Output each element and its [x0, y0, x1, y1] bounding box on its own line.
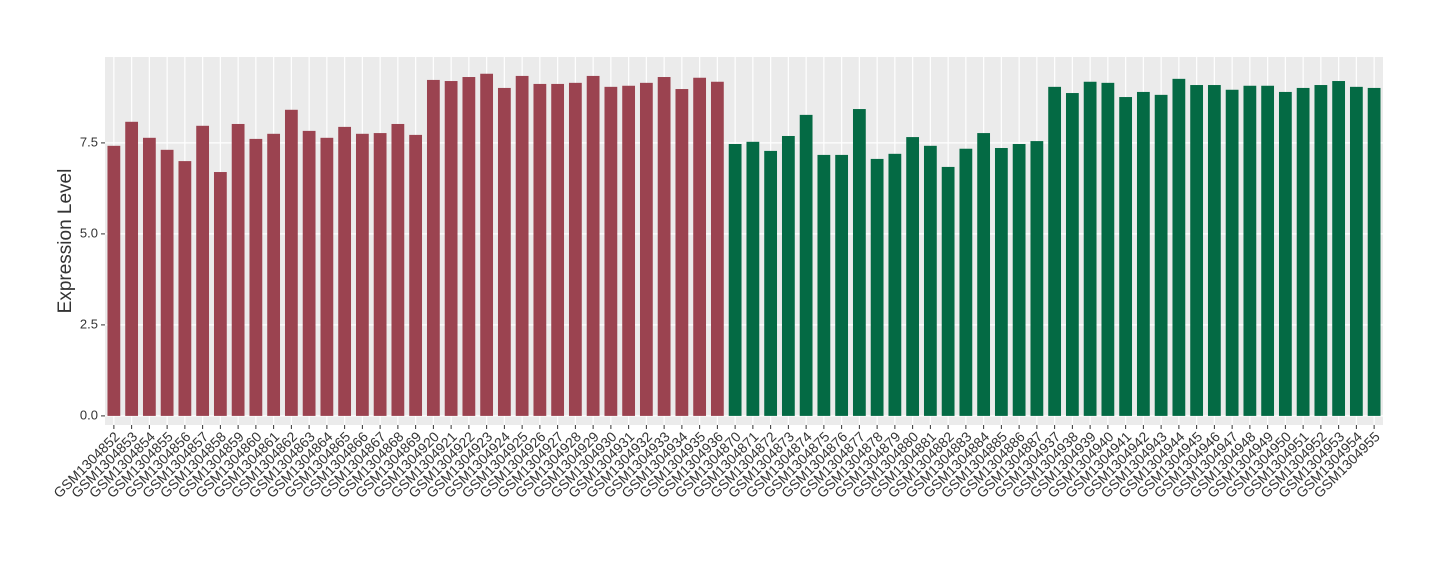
y-axis-label: Expression Level: [55, 169, 76, 314]
panel: [105, 57, 1383, 425]
bar: [373, 133, 387, 416]
bar: [409, 134, 423, 416]
bar: [125, 121, 139, 416]
y-tick-label: 5.0: [80, 225, 98, 240]
bar: [941, 166, 955, 416]
bar: [497, 87, 511, 416]
bar: [533, 83, 547, 416]
bar: [977, 133, 991, 416]
bar: [391, 123, 405, 416]
bar: [1048, 86, 1062, 416]
bar: [302, 130, 316, 416]
bar: [444, 81, 458, 416]
bar: [852, 109, 866, 416]
bar: [799, 114, 813, 416]
bar: [639, 82, 653, 416]
bar: [338, 126, 352, 416]
bar: [426, 79, 440, 416]
bar: [746, 141, 760, 416]
bar: [764, 150, 778, 416]
bar: [231, 123, 245, 416]
bar: [196, 125, 210, 416]
bar: [959, 148, 973, 416]
bar: [1083, 81, 1097, 416]
bar: [1349, 86, 1363, 416]
bar: [1296, 87, 1310, 416]
bar: [320, 137, 334, 416]
bar: [355, 133, 369, 416]
bar: [728, 143, 742, 416]
bar: [1225, 89, 1239, 416]
bar: [693, 77, 707, 416]
bar: [1261, 85, 1275, 416]
bar: [1119, 97, 1133, 416]
y-tick-label: 0.0: [80, 407, 98, 422]
bar: [1101, 82, 1115, 416]
bar: [586, 75, 600, 416]
bar: [835, 154, 849, 416]
bar: [870, 158, 884, 416]
bar: [1367, 87, 1381, 416]
bar: [142, 137, 156, 416]
bar: [888, 153, 902, 416]
bar: [1278, 91, 1292, 416]
bar: [107, 145, 121, 416]
bar: [923, 145, 937, 416]
bar: [1065, 93, 1079, 416]
bar: [1154, 94, 1168, 416]
bar: [568, 82, 582, 416]
bar: [515, 75, 529, 416]
bar: [249, 138, 263, 416]
bar: [1172, 78, 1186, 416]
bar: [1207, 85, 1221, 416]
bar: [1030, 141, 1044, 416]
bar: [1190, 85, 1204, 416]
bar: [160, 149, 174, 416]
y-tick-label: 7.5: [80, 134, 98, 149]
bar: [1136, 91, 1150, 416]
bar: [1243, 85, 1257, 416]
bar: [213, 172, 227, 416]
bar: [284, 109, 298, 416]
bar: [710, 81, 724, 416]
bar: [781, 135, 795, 416]
bar: [604, 86, 618, 416]
y-tick-label: 2.5: [80, 316, 98, 331]
bar: [657, 77, 671, 416]
bar: [462, 77, 476, 416]
bar: [1012, 143, 1026, 416]
bar: [994, 147, 1008, 416]
bar: [178, 161, 192, 416]
bar: [1314, 85, 1328, 416]
bar: [906, 137, 920, 416]
bar: [1332, 81, 1346, 416]
bar: [267, 133, 281, 416]
bar: [675, 89, 689, 416]
bar: [551, 83, 565, 416]
bar: [817, 154, 831, 416]
bar: [622, 85, 636, 416]
bar: [480, 73, 494, 416]
